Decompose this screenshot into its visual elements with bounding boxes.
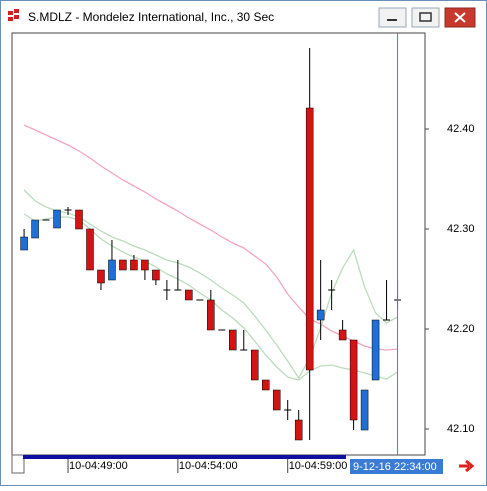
candle-body [207,299,215,331]
candle-body [250,349,259,381]
candle-body [305,107,314,371]
candle-body [152,269,160,281]
scroll-arrow[interactable] [459,459,475,473]
app-icon [8,9,19,21]
scroll-box[interactable] [11,454,25,474]
y-tick-label: 42.20 [447,323,475,335]
y-tick-label: 42.40 [447,123,475,135]
candle-body [108,259,116,281]
candle-body [338,329,347,341]
candle-body [53,209,61,229]
candle-body [86,228,94,271]
candle-body [360,389,369,431]
x-tick-label: 10-04:59:00 [289,460,348,472]
candle-body [371,319,380,381]
window-title: S.MDLZ - Mondelez International, Inc., 3… [28,10,274,24]
overlay-line [23,124,398,351]
x-tick-label: 10-04:49:00 [69,460,128,472]
maximize-button[interactable] [411,7,440,28]
candle-body [20,236,28,251]
candle-body [97,269,105,284]
candle-body [75,209,83,230]
overlay-line [23,189,398,380]
candle-body [294,419,303,441]
y-tick-label: 42.30 [447,223,475,235]
cursor-label-box [350,459,443,474]
candle-body [119,259,127,271]
scroll-bar[interactable] [23,455,346,459]
candle-body [261,379,270,391]
close-button[interactable] [444,7,476,28]
candle-body [229,329,237,351]
candle-body [185,289,193,301]
candle-body [141,259,149,271]
y-tick-label: 42.10 [447,423,475,435]
candle-body [130,259,138,271]
candle-body [272,389,281,411]
candle-body [349,339,358,421]
cursor-label: 9-12-16 22:34:00 [353,461,437,473]
minimize-button[interactable] [378,7,407,28]
candle-body [316,309,325,321]
x-tick-label: 10-04:54:00 [179,460,238,472]
chart: 42.10 42.20 42.30 42.40 10-04:49:00 10-04:54:… [20,33,475,474]
candle-body [31,219,39,239]
